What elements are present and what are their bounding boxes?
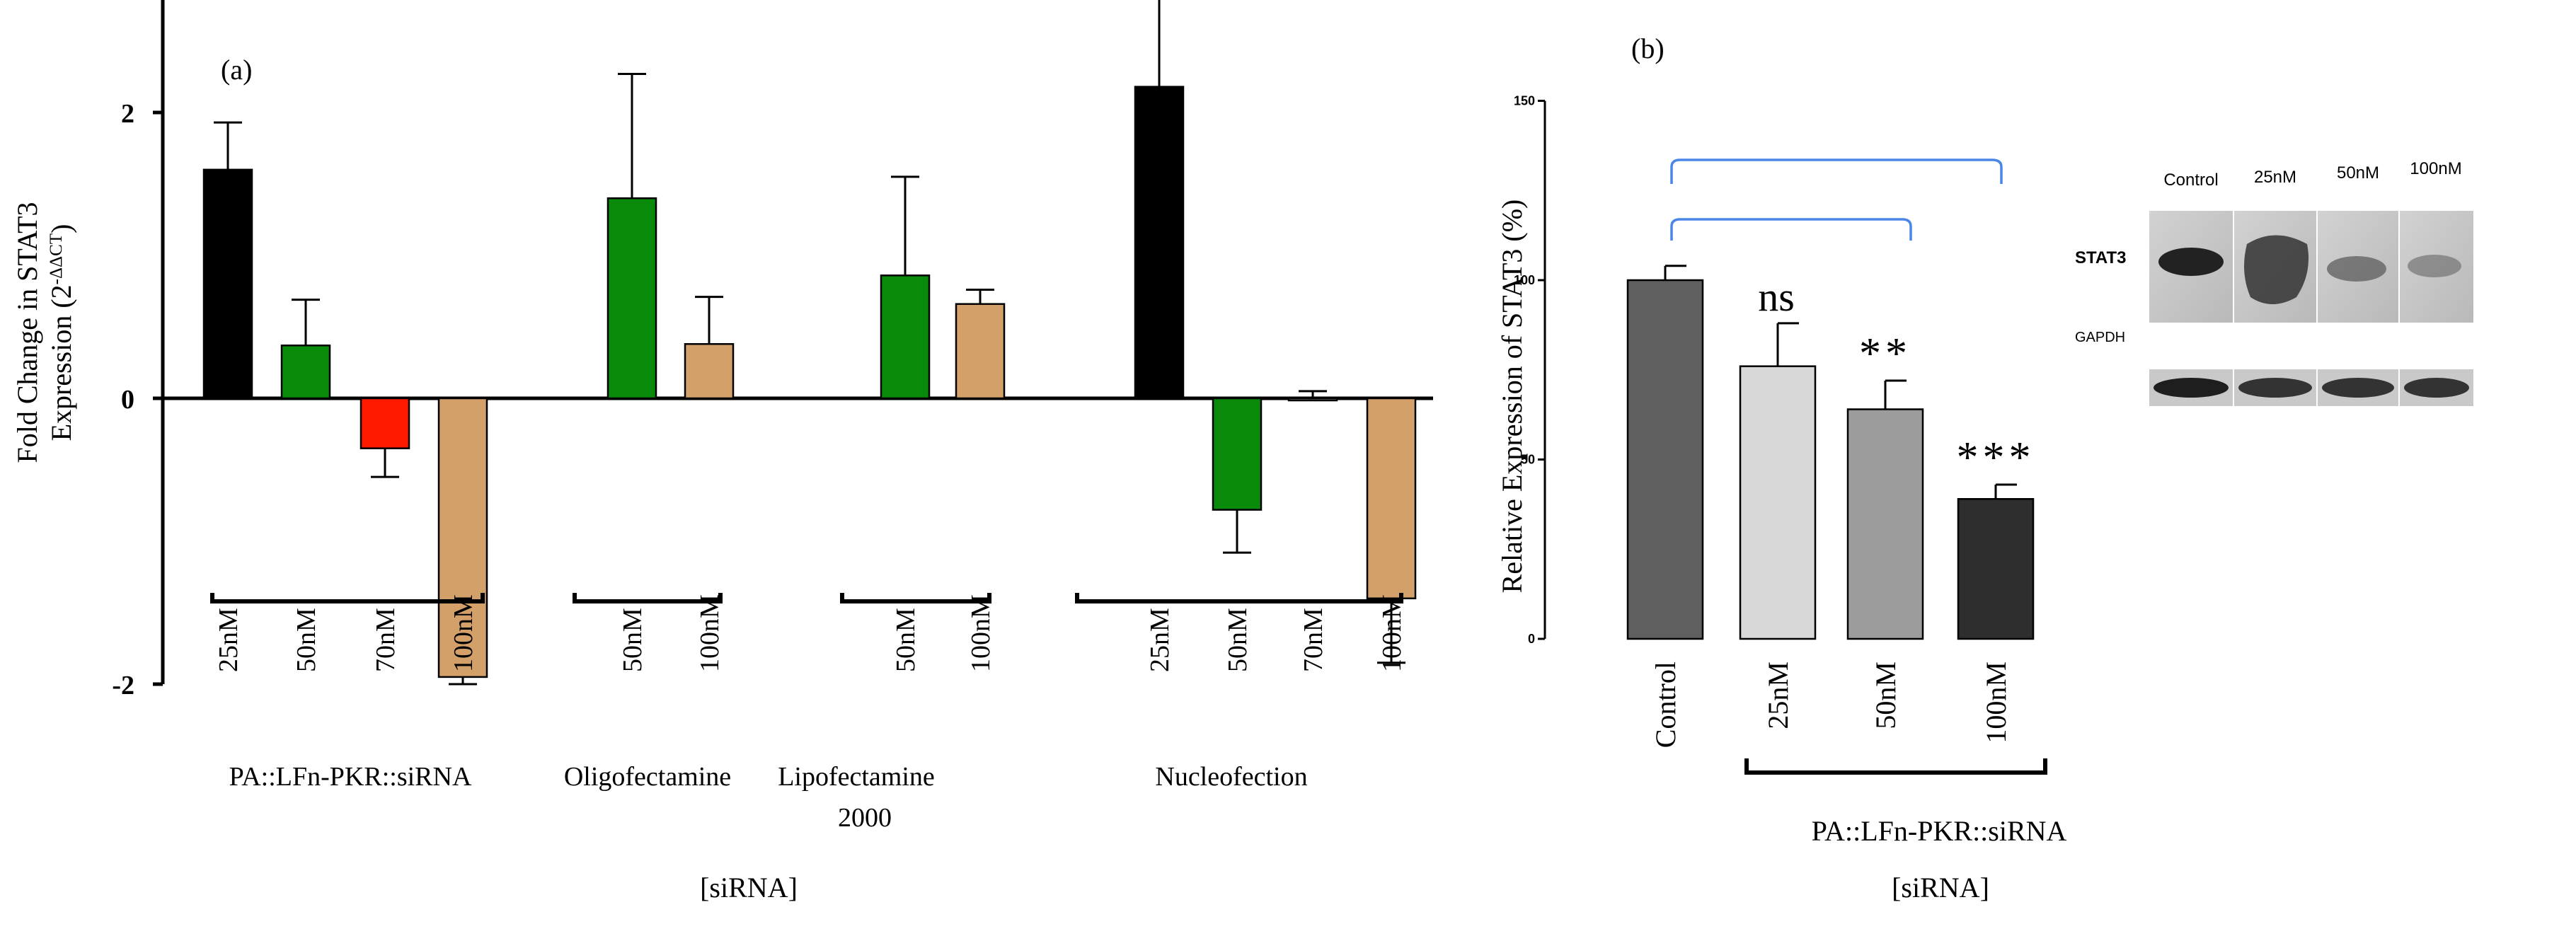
panel-b-bar (1846, 408, 1924, 640)
panel-a-category-label: 25nM (1145, 608, 1175, 672)
panel-a-ytick-label: 2 (121, 99, 134, 129)
panel-a-bar (606, 197, 657, 400)
panel-b-significance: ns (1758, 274, 1795, 320)
panel-a-bar (880, 275, 931, 400)
panel-a-category-label: 25nM (214, 608, 243, 672)
panel-a-category-label: 50nM (292, 608, 321, 672)
panel-b-category-label: 25nM (1762, 661, 1794, 729)
panel-a-bar (202, 168, 253, 400)
panel-a-label: (a) (221, 54, 252, 86)
panel-a-category-labels: 25nM 50nM 70nM 100nM 50nM 100nM 50nM 100nM 25nM 5… (214, 594, 1407, 672)
panel-a-group-name: PA::LFn-PKR::siRNA (229, 762, 472, 792)
panel-a-group-bracket (210, 593, 485, 603)
panel-b-category-label: Control (1650, 661, 1681, 748)
panel-a-chart: (a) Fold Change in STAT3 Expression (2-Δ… (11, 0, 1433, 903)
blot-lane-labels: Control 25nM 50nM 100nM (2163, 159, 2461, 190)
blot-row-labels: STAT3 GAPDH (2075, 248, 2126, 345)
panel-b-bar (1957, 498, 2035, 640)
blot-stat3-band (2327, 256, 2386, 282)
panel-b-category-labels: Control 25nM 50nM 100nM (1650, 661, 2012, 748)
panel-b-significance: ** (1859, 330, 1911, 378)
panel-b-comparison-brackets (1670, 158, 2047, 775)
blot-gapdh-band (2154, 378, 2229, 398)
panel-b-group-label: PA::LFn-PKR::siRNA (1812, 815, 2067, 847)
blot-images (2149, 211, 2473, 406)
blot-row-label: GAPDH (2075, 330, 2125, 345)
western-blot: Control 25nM 50nM 100nM STAT3 GAPDH (2075, 159, 2473, 406)
panel-a-bar (684, 342, 735, 400)
panel-b-ylabel: Relative Expression of STAT3 (%) (1496, 200, 1528, 594)
panel-a-ytick-label: 0 (121, 385, 134, 415)
panel-a-bar (437, 397, 488, 678)
panel-b-bars: ns***** (1626, 265, 2035, 640)
panel-a-group-name: Nucleofection (1155, 762, 1307, 792)
panel-a-category-label: 70nM (1299, 608, 1328, 672)
panel-a-ylabel: Fold Change in STAT3 Expression (2-ΔΔCT) (11, 202, 77, 463)
blot-lane-label: Control (2163, 171, 2218, 190)
blot-gapdh-band (2322, 378, 2394, 398)
panel-a-category-label: 50nM (618, 608, 648, 672)
panel-a-xlabel: [siRNA] (700, 872, 798, 903)
blot-stat3-band (2158, 248, 2224, 276)
panel-b-bracket-control-100nM (1670, 158, 2003, 184)
panel-a-bar (1366, 397, 1417, 600)
blot-gapdh-band (2238, 378, 2312, 398)
panel-a-category-label: 100nM (1377, 594, 1407, 672)
panel-a-bar (1287, 397, 1338, 402)
blot-lane-label: 25nM (2254, 168, 2296, 187)
panel-b-chart: (b) Relative Expression of STAT3 (%) 150… (1496, 33, 2067, 903)
panel-a-category-label: 70nM (371, 608, 401, 672)
panel-a-bar (360, 397, 410, 449)
panel-a-group-bracket (573, 593, 723, 603)
panel-b-bracket-control-50nM (1670, 218, 1912, 241)
blot-row-label: STAT3 (2075, 248, 2126, 267)
panel-b-axes: 150 100 50 0 (1514, 94, 1546, 646)
panel-a-group-name: Lipofectamine (778, 762, 935, 792)
panel-a-category-label: 100nM (449, 594, 478, 672)
blot-lane-label: 50nM (2337, 163, 2379, 183)
panel-a-category-label: 50nM (1223, 608, 1253, 672)
panel-a-group-bracket (840, 593, 991, 603)
panel-b-significance: *** (1957, 434, 2035, 482)
panel-b-ytick-label: 0 (1528, 632, 1535, 646)
blot-stat3-band (2408, 255, 2461, 277)
panel-b-ytick-label: 150 (1514, 94, 1535, 108)
panel-b-group-bracket (1744, 758, 2047, 775)
panel-a-group-bracket (1075, 593, 1403, 603)
panel-b-xlabel: [siRNA] (1892, 872, 1989, 903)
panel-a-ylabel-line1: Fold Change in STAT3 (11, 202, 43, 463)
panel-b-bar (1739, 365, 1817, 640)
panel-b-category-label: 50nM (1870, 661, 1902, 729)
panel-a-bar (955, 303, 1006, 400)
panel-a-group-name: Oligofectamine (564, 762, 731, 792)
panel-a-group-labels: PA::LFn-PKR::siRNA Oligofectamine Lipofect… (210, 593, 1403, 833)
panel-b-ytick-label: 50 (1521, 453, 1535, 467)
panel-b-ytick-label: 100 (1514, 273, 1535, 287)
panel-a-bars (202, 0, 1417, 686)
panel-b-label: (b) (1631, 33, 1664, 64)
panel-a-category-label: 100nM (966, 594, 996, 672)
panel-a-category-label: 50nM (891, 608, 921, 672)
panel-a-ytick-label: -2 (112, 671, 134, 700)
panel-b-bar (1626, 279, 1704, 640)
panel-b-category-label: 100nM (1980, 661, 2012, 744)
blot-lane-label: 100nM (2410, 159, 2461, 178)
blot-gapdh-band (2404, 378, 2469, 398)
blot-stat3-band (2244, 235, 2309, 304)
panel-a-bar (280, 345, 331, 400)
panel-a-group-name-line2: 2000 (838, 803, 892, 833)
panel-a-bar (1134, 86, 1185, 400)
panel-a-ylabel-line2: Expression (2-ΔΔCT) (45, 224, 77, 441)
panel-a-bar (1212, 397, 1263, 511)
panel-a-category-label: 100nM (695, 594, 725, 672)
